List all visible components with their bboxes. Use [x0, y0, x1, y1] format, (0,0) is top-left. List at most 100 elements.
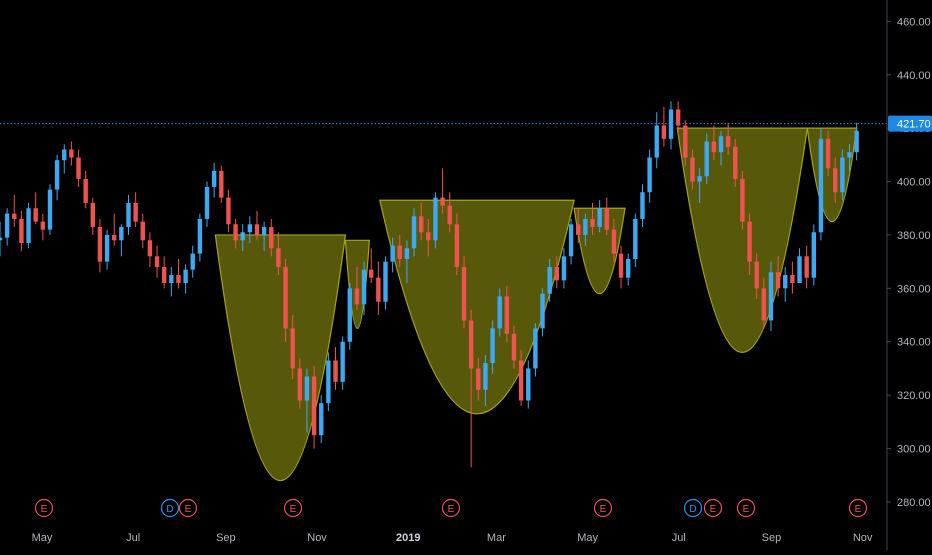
time-tick-label: Mar [487, 532, 506, 544]
candle-body [390, 245, 395, 262]
candle-body [547, 266, 552, 294]
candle-body [725, 136, 731, 147]
price-tick-label: 280.00 [897, 497, 931, 509]
candle-body [133, 202, 138, 222]
candle-body [47, 189, 53, 230]
last-price-badge[interactable] [888, 115, 932, 132]
earnings-marker[interactable]: E [703, 498, 723, 518]
earnings-marker[interactable]: E [178, 498, 198, 518]
candle-body [369, 269, 374, 278]
candle-body [597, 208, 602, 227]
candle-body [19, 218, 24, 243]
candle-body [354, 288, 360, 305]
candle-body [640, 192, 645, 219]
candle-body [154, 256, 160, 267]
candle-body [461, 266, 467, 321]
earnings-marker[interactable]: E [736, 498, 756, 518]
candle-body [233, 224, 238, 241]
candle-body [33, 208, 38, 222]
last-price-label: 421.70 [897, 119, 931, 131]
earnings-marker[interactable]: E [34, 498, 54, 518]
candle-body [83, 178, 88, 203]
cup-pattern-1 [214, 234, 347, 481]
earnings-marker[interactable]: E [848, 498, 868, 518]
candle-body [176, 275, 181, 284]
candle-body [811, 232, 817, 278]
time-tick-label: Sep [216, 532, 236, 544]
time-tick-label: May [577, 532, 598, 544]
earnings-marker[interactable]: E [593, 498, 613, 518]
candle-body [319, 403, 324, 436]
price-tick-label: 400.00 [897, 177, 931, 189]
candle-body [104, 234, 110, 262]
candle-body [704, 141, 709, 177]
candle-body [397, 245, 402, 259]
candle-body [197, 218, 203, 254]
candle-body [340, 341, 345, 382]
candle-body [69, 149, 74, 158]
time-tick-label: Nov [307, 532, 327, 544]
time-tick-label: Sep [762, 532, 782, 544]
candle-body [183, 269, 188, 284]
candle-body [247, 224, 253, 233]
candle-body [62, 149, 67, 161]
dividend-marker[interactable]: D [160, 498, 180, 518]
candle-body [604, 208, 609, 230]
candle-body [426, 232, 431, 241]
candle-body [733, 146, 738, 179]
candle-body [404, 248, 410, 259]
candle-body [326, 360, 331, 404]
candle-body [261, 226, 267, 235]
candle-body [511, 333, 517, 361]
candle-body [825, 138, 831, 169]
candle-body [40, 221, 46, 230]
candle-body [740, 178, 745, 222]
candle-body [361, 269, 367, 305]
candle-body [854, 130, 859, 153]
candle-body [625, 258, 631, 278]
candle-body [4, 213, 10, 238]
candle-body [97, 226, 103, 262]
candle-body [768, 272, 774, 321]
candle-body [590, 218, 595, 227]
candle-body [690, 157, 695, 182]
dividend-circle [160, 498, 180, 518]
marker-letter: D [166, 504, 173, 515]
marker-letter: E [855, 504, 862, 515]
marker-letter: D [689, 504, 696, 515]
price-tick-label: 380.00 [897, 230, 931, 242]
candle-body [668, 109, 674, 139]
candle-body [468, 320, 474, 369]
candle-body [119, 226, 124, 241]
candle-body [190, 253, 195, 270]
candle-body [161, 266, 167, 284]
candle-body [818, 138, 824, 233]
candle-body [647, 157, 652, 193]
time-tick-label: May [32, 532, 53, 544]
cup-pattern-layer [214, 127, 858, 481]
marker-letter: E [743, 504, 750, 515]
candle-body [526, 368, 531, 401]
candle-body [12, 213, 17, 219]
candle-body [276, 248, 281, 267]
time-axis[interactable]: May Jul Sep Nov 2019 Mar May Jul Sep Nov [32, 532, 873, 544]
earnings-circle [736, 498, 756, 518]
candle-body [804, 256, 809, 278]
candle-body [504, 296, 510, 334]
dividend-marker[interactable]: D [683, 498, 703, 518]
earnings-marker[interactable]: E [283, 498, 303, 518]
earnings-circle [848, 498, 868, 518]
earnings-marker[interactable]: E [441, 498, 461, 518]
candle-body [611, 229, 617, 254]
price-axis[interactable]: 460.00440.00420.00400.00380.00360.00340.… [886, 0, 932, 550]
candle-body [297, 368, 303, 401]
marker-letter: E [290, 504, 297, 515]
candle-body [311, 376, 317, 436]
candle-body [697, 176, 702, 182]
candle-body [347, 288, 352, 342]
marker-letter: E [448, 504, 455, 515]
candle-body [0, 237, 3, 241]
marker-letter: E [710, 504, 717, 515]
